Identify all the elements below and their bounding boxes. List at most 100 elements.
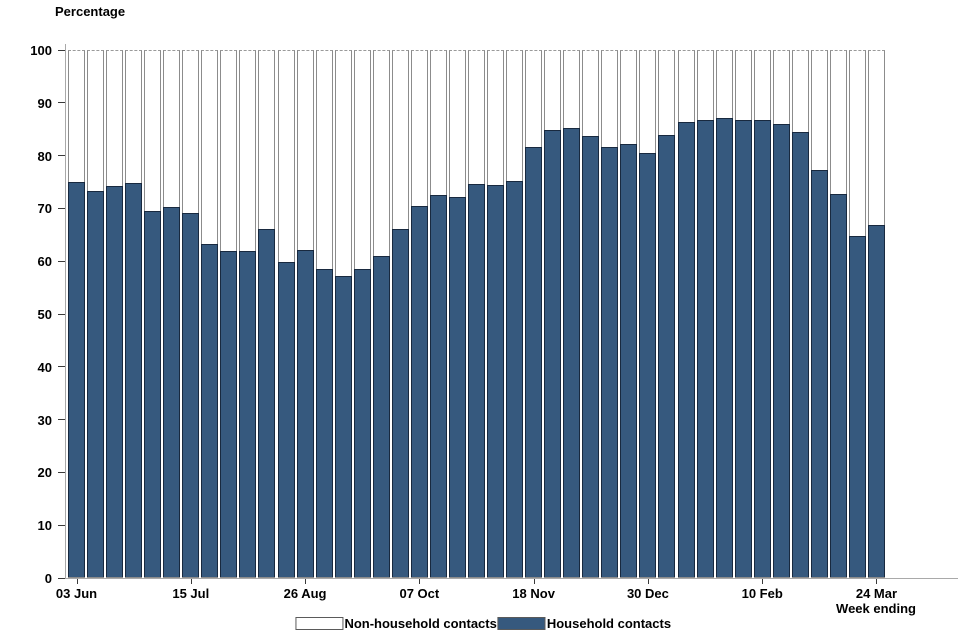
y-tick-label: 40: [37, 359, 52, 375]
bar-household-fill: [829, 194, 847, 577]
bar-household-fill: [353, 269, 371, 577]
bar-household-fill: [334, 275, 352, 577]
bar-week-27: [563, 50, 581, 578]
y-tick: [58, 577, 65, 579]
legend-label-household: Household contacts: [546, 616, 672, 631]
bar-household-fill: [639, 153, 657, 577]
y-tick-label: 50: [37, 307, 52, 322]
bar-household-fill: [144, 210, 162, 577]
bar-household-fill: [487, 185, 505, 577]
bar-week-5: [144, 50, 162, 578]
bar-household-fill: [410, 205, 428, 577]
x-tick: [533, 579, 535, 584]
y-tick: [58, 155, 65, 157]
x-tick: [647, 579, 649, 584]
legend: Non-household contacts Household contacts: [295, 616, 672, 631]
bar-week-10: [239, 50, 257, 578]
x-tick: [876, 579, 878, 584]
bar-household-fill: [448, 197, 466, 577]
y-tick-label: 80: [37, 148, 52, 164]
bar-week-6: [163, 50, 181, 578]
bar-week-43: [867, 50, 885, 578]
bar-week-26: [544, 50, 562, 578]
plot-area: [65, 50, 958, 578]
bar-week-42: [848, 50, 866, 578]
y-axis-title: Percentage: [55, 4, 126, 19]
bar-week-13: [296, 50, 314, 578]
legend-label-non-household: Non-household contacts: [344, 616, 497, 631]
bar-week-1: [68, 50, 85, 578]
y-tick-label: 0: [44, 571, 52, 586]
bar-household-fill: [753, 119, 771, 577]
bar-week-34: [696, 50, 714, 578]
bar-household-fill: [163, 206, 181, 577]
bar-household-fill: [429, 195, 447, 577]
bar-week-30: [620, 50, 638, 578]
y-tick: [58, 471, 65, 473]
bar-week-7: [182, 50, 200, 578]
x-tick: [419, 579, 421, 584]
bar-week-33: [677, 50, 695, 578]
bar-household-fill: [848, 235, 866, 577]
bar-week-4: [125, 50, 143, 578]
y-tick: [58, 524, 65, 526]
bar-week-38: [772, 50, 790, 578]
bar-household-fill: [467, 183, 485, 577]
x-tick-label: 24 Mar: [855, 586, 898, 601]
bar-household-fill: [696, 119, 714, 577]
y-axis-line: [65, 44, 66, 579]
bar-household-fill: [125, 182, 143, 577]
x-tick-label: 10 Feb: [741, 586, 783, 601]
bar-week-11: [258, 50, 276, 578]
bar-household-fill: [810, 169, 828, 577]
y-tick: [58, 419, 65, 421]
x-tick-label: 30 Dec: [626, 586, 669, 601]
y-tick-label: 90: [37, 95, 52, 111]
bar-week-24: [506, 50, 524, 578]
x-tick: [762, 579, 764, 584]
bar-household-fill: [582, 136, 600, 577]
bar-household-fill: [791, 131, 809, 577]
bar-week-14: [315, 50, 333, 578]
bar-household-fill: [372, 255, 390, 577]
bar-week-36: [734, 50, 752, 578]
bar-week-17: [372, 50, 390, 578]
y-tick-label: 70: [37, 201, 52, 217]
bar-household-fill: [296, 249, 314, 577]
legend-swatch-non-household: [295, 617, 344, 630]
bar-week-39: [791, 50, 809, 578]
bar-household-fill: [239, 251, 257, 577]
bar-week-22: [467, 50, 485, 578]
bar-week-25: [525, 50, 543, 578]
bar-week-8: [201, 50, 219, 578]
x-tick-label: 18 Nov: [512, 586, 555, 601]
bar-household-fill: [506, 181, 524, 577]
bar-week-31: [639, 50, 657, 578]
bar-week-21: [448, 50, 466, 578]
legend-swatch-household: [497, 617, 546, 630]
bar-week-37: [753, 50, 771, 578]
y-tick: [58, 366, 65, 368]
bar-household-fill: [201, 243, 219, 577]
bar-household-fill: [734, 119, 752, 577]
bar-week-12: [277, 50, 295, 578]
bar-week-23: [487, 50, 505, 578]
bar-household-fill: [620, 144, 638, 577]
bar-week-19: [410, 50, 428, 578]
bar-household-fill: [182, 213, 200, 577]
y-tick: [58, 313, 65, 315]
bar-week-32: [658, 50, 676, 578]
x-tick-label: 15 Jul: [172, 586, 210, 601]
y-tick: [58, 207, 65, 209]
y-tick-label: 60: [37, 254, 52, 270]
y-tick: [58, 102, 65, 104]
bar-household-fill: [867, 224, 885, 577]
y-tick: [58, 49, 65, 51]
bar-week-28: [582, 50, 600, 578]
x-axis-title: Week ending: [836, 601, 916, 616]
y-tick-label: 20: [37, 465, 52, 481]
bar-week-40: [810, 50, 828, 578]
bar-week-2: [87, 50, 105, 578]
bar-household-fill: [315, 269, 333, 577]
x-tick: [76, 579, 78, 584]
